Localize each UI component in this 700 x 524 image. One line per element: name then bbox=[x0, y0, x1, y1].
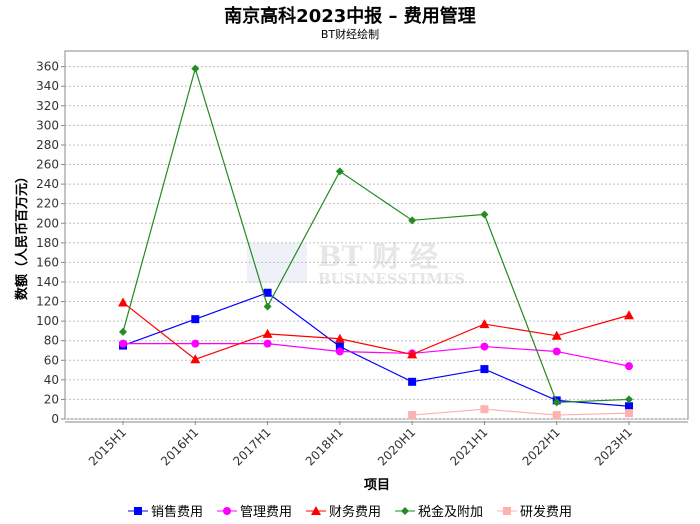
data-point bbox=[408, 377, 417, 386]
data-point bbox=[335, 167, 344, 176]
y-tick-label: 320 bbox=[36, 99, 59, 113]
y-tick-label: 160 bbox=[36, 255, 59, 269]
legend-marker-icon bbox=[216, 506, 237, 515]
legend-label: 财务费用 bbox=[328, 505, 381, 520]
data-point bbox=[480, 405, 489, 414]
data-point bbox=[263, 302, 272, 311]
y-tick-label: 260 bbox=[36, 158, 59, 172]
series-line-1 bbox=[123, 343, 630, 367]
series-line-2 bbox=[122, 302, 630, 360]
watermark-subtext: BUSINESSTIMES bbox=[318, 270, 465, 288]
x-tick-label: 2018H1 bbox=[303, 425, 346, 468]
x-tick-label: 2022H1 bbox=[520, 425, 563, 468]
y-tick-label: 200 bbox=[36, 216, 59, 230]
y-tick-label: 20 bbox=[44, 392, 59, 406]
legend-marker-icon bbox=[127, 506, 148, 515]
legend-label: 销售费用 bbox=[150, 505, 203, 520]
y-axis-label: 数额（人民币百万元） bbox=[14, 170, 30, 300]
legend: 销售费用 管理费用 财务费用 税金及附加 研发费用 bbox=[0, 501, 700, 520]
data-point bbox=[191, 339, 200, 348]
data-point bbox=[334, 333, 345, 343]
legend-item: 管理费用 bbox=[216, 501, 292, 520]
y-tick-label: 100 bbox=[36, 314, 59, 328]
data-point bbox=[263, 339, 272, 348]
watermark-logo bbox=[247, 243, 307, 283]
data-point bbox=[119, 327, 127, 336]
y-tick-label: 60 bbox=[44, 353, 59, 367]
data-point bbox=[263, 288, 272, 297]
data-point bbox=[408, 411, 417, 420]
data-point bbox=[480, 342, 489, 351]
x-tick-label: 2023H1 bbox=[592, 425, 635, 468]
series-line-0 bbox=[122, 292, 630, 407]
data-point bbox=[552, 347, 561, 356]
data-point bbox=[190, 354, 201, 364]
watermark-text: BT 财 经 bbox=[318, 240, 438, 273]
x-tick-label: 2020H1 bbox=[375, 425, 418, 468]
y-tick-label: 300 bbox=[36, 118, 59, 132]
data-point bbox=[191, 315, 200, 324]
chart-subtitle: BT财经绘制 bbox=[320, 28, 380, 41]
y-tick-label: 220 bbox=[36, 197, 59, 211]
y-tick-label: 280 bbox=[36, 138, 59, 152]
data-point bbox=[625, 395, 633, 404]
legend-marker-icon bbox=[395, 506, 415, 515]
data-point bbox=[335, 342, 344, 351]
y-tick-label: 80 bbox=[44, 334, 59, 348]
data-point bbox=[407, 349, 418, 359]
y-tick-label: 120 bbox=[36, 295, 59, 309]
legend-item: 税金及附加 bbox=[395, 501, 483, 520]
legend-item: 销售费用 bbox=[127, 501, 203, 520]
x-tick-label: 2015H1 bbox=[86, 425, 129, 468]
y-tick-label: 180 bbox=[36, 236, 59, 250]
plot-area bbox=[64, 50, 689, 420]
data-point bbox=[480, 365, 489, 374]
chart-title: 南京高科2023中报 – 费用管理 bbox=[224, 6, 476, 27]
series-line-4 bbox=[412, 408, 630, 416]
data-point bbox=[119, 339, 127, 348]
data-point bbox=[625, 402, 633, 411]
legend-label: 管理费用 bbox=[239, 505, 292, 520]
x-tick-label: 2021H1 bbox=[447, 425, 490, 468]
data-point bbox=[479, 319, 490, 329]
data-point bbox=[118, 297, 128, 307]
data-point bbox=[625, 409, 633, 418]
data-point bbox=[552, 398, 561, 407]
legend-marker-icon bbox=[305, 505, 326, 515]
legend-item: 财务费用 bbox=[305, 501, 381, 520]
y-tick-label: 140 bbox=[36, 275, 59, 289]
y-tick-label: 340 bbox=[36, 79, 59, 93]
data-point bbox=[262, 328, 273, 338]
data-point bbox=[552, 411, 561, 420]
x-tick-label: 2016H1 bbox=[158, 425, 201, 468]
data-point bbox=[551, 330, 562, 340]
data-point bbox=[624, 310, 634, 320]
legend-marker-icon bbox=[497, 506, 518, 515]
legend-item: 研发费用 bbox=[497, 501, 572, 520]
series-line-3 bbox=[122, 66, 630, 403]
y-tick-label: 0 bbox=[51, 412, 59, 426]
y-tick-label: 240 bbox=[36, 177, 59, 191]
legend-label: 研发费用 bbox=[520, 505, 573, 520]
data-point bbox=[408, 216, 417, 225]
y-tick-label: 360 bbox=[36, 60, 59, 74]
legend-label: 税金及附加 bbox=[418, 505, 484, 520]
data-point bbox=[335, 347, 344, 356]
data-point bbox=[480, 210, 489, 219]
data-point bbox=[191, 64, 200, 73]
x-tick-label: 2017H1 bbox=[230, 425, 273, 468]
y-tick-label: 40 bbox=[44, 373, 59, 387]
x-axis-label: 项目 bbox=[364, 478, 390, 493]
data-point bbox=[625, 362, 633, 371]
